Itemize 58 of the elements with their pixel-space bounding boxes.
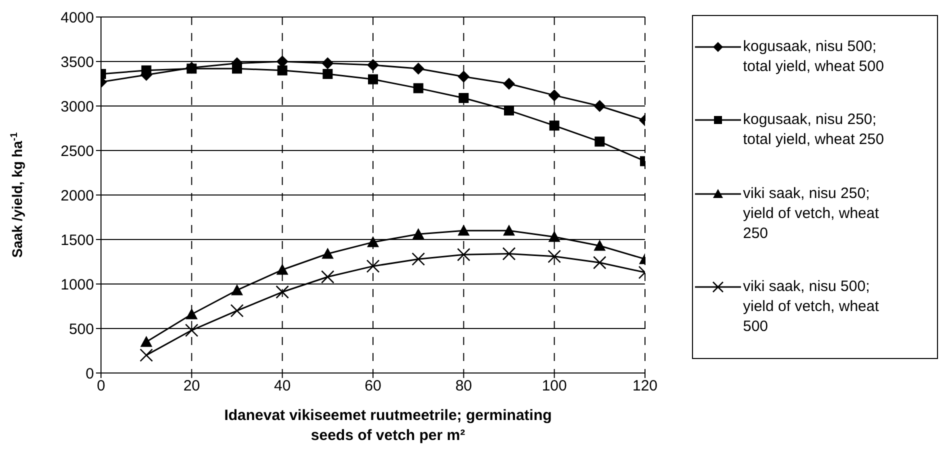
point (413, 83, 424, 94)
point (321, 270, 334, 284)
x-tick-label: 20 (183, 378, 200, 395)
point (503, 224, 515, 236)
point (594, 240, 606, 251)
point (322, 57, 334, 70)
point (140, 336, 152, 347)
x-tick-label: 60 (364, 378, 382, 395)
x-tick-label: 0 (96, 378, 106, 395)
point (458, 224, 470, 236)
point (548, 230, 560, 242)
point (594, 136, 605, 147)
point (322, 248, 334, 259)
y-tick-label: 1000 (60, 276, 94, 294)
point (549, 120, 560, 131)
point (276, 285, 289, 299)
point (368, 74, 378, 84)
legend-label: kogusaak, nisu 250; total yield, wheat 250 (743, 110, 885, 150)
point (457, 248, 470, 262)
point (140, 348, 153, 362)
x-tick-label: 100 (542, 378, 567, 395)
x-axis-title: Idanevat vikiseemet ruutmeetrile; germinating seeds of vetch per m² (223, 406, 553, 446)
y-tick-label: 3500 (60, 54, 94, 71)
point (594, 100, 606, 112)
point (504, 105, 514, 116)
point (503, 78, 515, 90)
x-tick-label: 40 (274, 378, 291, 395)
point (186, 308, 198, 320)
legend-label: viki saak, nisu 500; yield of vetch, wheat 500 (743, 277, 880, 338)
x-tick-label: 120 (632, 378, 658, 395)
y-tick-label: 500 (68, 320, 94, 338)
point (458, 92, 469, 103)
point (458, 70, 470, 83)
y-tick-label: 4000 (60, 9, 94, 26)
y-tick-label: 2000 (60, 187, 94, 204)
point (230, 304, 244, 318)
y-tick-label: 1500 (60, 232, 94, 249)
point (185, 324, 198, 337)
point (366, 260, 380, 273)
point (322, 68, 333, 79)
legend-label: kogusaak, nisu 500; total yield, wheat 500 (743, 36, 885, 77)
point (367, 59, 379, 72)
point (231, 284, 243, 296)
point (276, 264, 288, 275)
x-tick-label: 80 (455, 378, 472, 395)
point (502, 247, 516, 260)
legend-label: viki saak, nisu 250; yield of vetch, wheat 250 (743, 184, 880, 244)
y-tick-label: 2500 (60, 142, 94, 160)
point (277, 65, 288, 76)
point (367, 236, 379, 248)
point (548, 250, 561, 264)
point (593, 256, 606, 270)
point (412, 62, 424, 75)
y-tick-label: 3000 (60, 98, 94, 116)
point (548, 89, 560, 102)
y-tick-label: 0 (86, 365, 94, 382)
point (412, 228, 424, 240)
point (412, 252, 425, 266)
